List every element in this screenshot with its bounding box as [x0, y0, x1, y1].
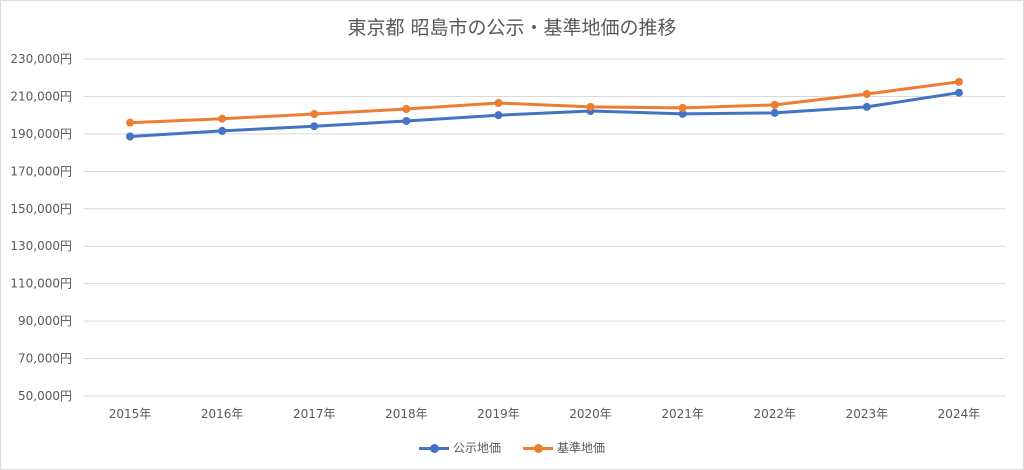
- chart-title: 東京都 昭島市の公示・基準地価の推移: [347, 17, 677, 39]
- y-tick-label: 150,000円: [10, 202, 72, 216]
- x-tick-label: 2024年: [938, 407, 981, 421]
- y-tick-label: 50,000円: [18, 389, 72, 403]
- legend: 公示地価 基準地価: [1, 441, 1023, 455]
- y-tick-label: 110,000円: [10, 277, 72, 291]
- series-2-point: [954, 77, 963, 86]
- series-2-point: [586, 102, 595, 111]
- x-tick-label: 2023年: [846, 407, 889, 421]
- legend-label-series-1: 公示地価: [452, 441, 501, 455]
- series-1-point: [678, 109, 687, 118]
- series-2-line: [128, 80, 961, 125]
- y-tick-label: 210,000円: [10, 89, 72, 103]
- legend-dot-series-1: [429, 444, 439, 453]
- y-tick-label: 190,000円: [10, 127, 72, 141]
- series-2-point: [310, 110, 319, 119]
- x-tick-label: 2022年: [753, 407, 796, 421]
- legend-dot-series-2: [534, 444, 543, 453]
- series-2-point: [862, 90, 871, 99]
- series-2-point: [494, 98, 503, 107]
- x-tick-label: 2015年: [109, 407, 152, 421]
- series-1-point: [218, 126, 227, 135]
- legend-item-series-2: 基準地価: [523, 441, 605, 455]
- series-2-point: [402, 104, 411, 113]
- series-1-point: [402, 116, 411, 125]
- series-1-point: [770, 108, 779, 117]
- legend-marker-series-2: [523, 441, 553, 455]
- series-2-point: [678, 103, 687, 112]
- series-1-point: [494, 111, 503, 120]
- legend-label-series-2: 基準地価: [557, 441, 606, 455]
- series-1-point: [954, 88, 963, 97]
- y-tick-label: 90,000円: [18, 314, 72, 328]
- series-2-point: [770, 100, 779, 109]
- x-tick-label: 2020年: [569, 407, 612, 421]
- series-1-line: [128, 91, 961, 138]
- legend-marker-series-1: [418, 441, 449, 455]
- series-2-point: [218, 114, 227, 123]
- x-tick-label: 2019年: [477, 407, 520, 421]
- series-1-point: [862, 102, 871, 111]
- y-tick-label: 170,000円: [10, 164, 72, 178]
- legend-item-series-1: 公示地価: [418, 441, 501, 455]
- series-1-point: [310, 122, 319, 131]
- x-tick-label: 2016年: [201, 407, 244, 421]
- series-2-point: [126, 118, 135, 127]
- x-tick-label: 2021年: [661, 407, 704, 421]
- y-tick-label: 70,000円: [18, 352, 72, 366]
- series-1-point: [126, 132, 135, 141]
- x-tick-label: 2017年: [293, 407, 336, 421]
- y-tick-label: 130,000円: [10, 239, 72, 253]
- y-tick-label: 230,000円: [10, 52, 72, 66]
- x-tick-label: 2018年: [385, 407, 428, 421]
